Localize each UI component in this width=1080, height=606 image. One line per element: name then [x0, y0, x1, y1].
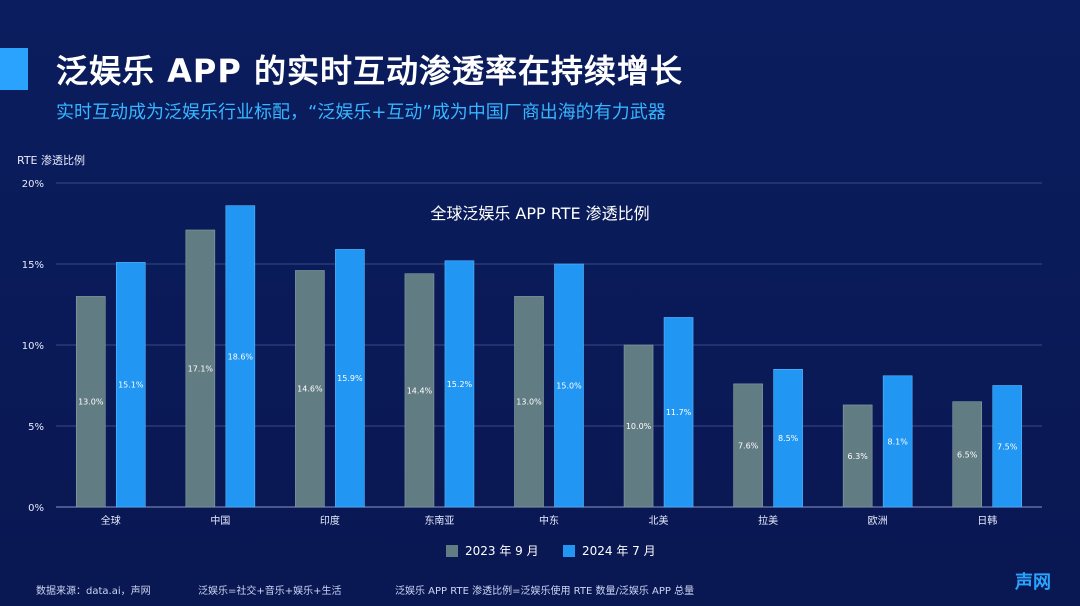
data-label: 8.1%	[888, 437, 909, 446]
data-label: 7.5%	[997, 442, 1018, 451]
y-axis-label: RTE 渗透比例	[17, 154, 86, 167]
bar	[225, 205, 256, 508]
data-label: 18.6%	[228, 352, 254, 361]
bar	[663, 317, 694, 508]
bar	[75, 296, 106, 508]
bar	[882, 375, 913, 508]
data-label: 14.6%	[297, 385, 323, 394]
bar	[185, 229, 216, 508]
y-tick-label: 10%	[22, 341, 44, 352]
chart-title: 全球泛娱乐 APP RTE 渗透比例	[430, 204, 649, 223]
data-label: 13.0%	[516, 398, 542, 407]
x-tick-label: 全球	[101, 514, 121, 527]
brand-logo: 声网	[1015, 572, 1051, 593]
definition-note: 泛娱乐=社交+音乐+娱乐+生活	[198, 586, 342, 597]
bar	[514, 296, 544, 508]
formula-note: 泛娱乐 APP RTE 渗透比例=泛娱乐使用 RTE 数量/泛娱乐 APP 总量	[395, 586, 695, 597]
page-subtitle: 实时互动成为泛娱乐行业标配，“泛娱乐+互动”成为中国厂商出海的有力武器	[56, 102, 666, 123]
x-tick-label: 欧洲	[868, 515, 888, 527]
x-tick-label: 中东	[539, 514, 559, 527]
data-label: 15.2%	[447, 380, 473, 389]
data-label: 11.7%	[666, 408, 692, 417]
bar	[842, 404, 873, 508]
data-label: 7.6%	[738, 441, 759, 450]
data-label: 15.1%	[118, 381, 144, 390]
legend-label: 2024 年 7 月	[582, 544, 656, 558]
y-tick-label: 5%	[28, 422, 44, 433]
x-tick-label: 东南亚	[424, 514, 454, 527]
x-tick-label: 印度	[320, 514, 340, 527]
x-tick-label: 拉美	[758, 514, 778, 527]
data-label: 10.0%	[626, 422, 652, 431]
data-label: 14.4%	[407, 386, 433, 395]
data-label: 6.5%	[957, 450, 978, 459]
data-label: 8.5%	[778, 434, 799, 443]
data-label: 17.1%	[188, 364, 214, 373]
source-note: 数据来源：data.ai，声网	[36, 586, 151, 597]
x-tick-label: 北美	[649, 514, 669, 527]
bar	[444, 260, 475, 508]
bar	[733, 383, 763, 508]
data-label: 6.3%	[848, 452, 869, 461]
y-tick-label: 15%	[22, 260, 44, 271]
bar	[295, 270, 325, 508]
bar	[992, 385, 1023, 508]
title-accent-bar	[0, 48, 28, 90]
data-label: 15.0%	[556, 382, 582, 391]
data-label: 15.9%	[337, 374, 363, 383]
legend-label: 2023 年 9 月	[465, 544, 539, 558]
y-tick-label: 20%	[22, 179, 44, 190]
legend-swatch	[446, 545, 458, 557]
bar	[335, 249, 365, 508]
bar	[623, 344, 654, 508]
bar	[952, 401, 983, 508]
page-title: 泛娱乐 APP 的实时互动渗透率在持续增长	[56, 52, 683, 90]
x-tick-label: 日韩	[977, 514, 997, 527]
bar	[404, 273, 435, 508]
bar	[554, 263, 584, 508]
x-tick-label: 中国	[210, 514, 230, 527]
data-label: 13.0%	[78, 398, 104, 407]
bar	[773, 368, 803, 508]
legend-swatch	[563, 545, 575, 557]
bar	[115, 262, 146, 508]
y-tick-label: 0%	[28, 503, 44, 514]
